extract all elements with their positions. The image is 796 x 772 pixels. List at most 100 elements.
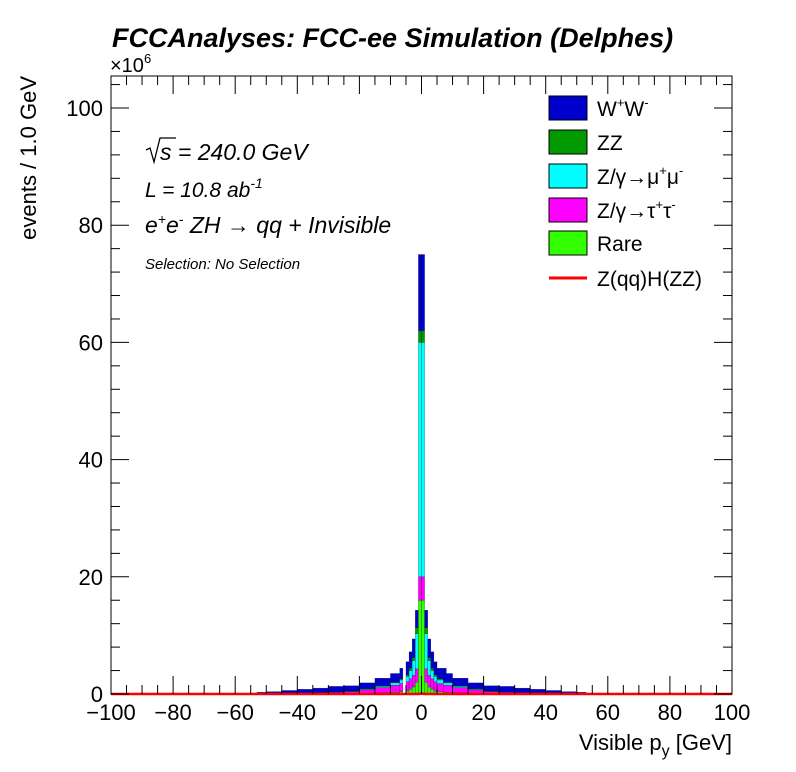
y-tick-label: 80 bbox=[79, 213, 103, 238]
bar-z-17 bbox=[424, 668, 428, 683]
legend-label-zz: ZZ bbox=[597, 132, 623, 155]
bar-ww-16 bbox=[421, 254, 425, 331]
y-multiplier: ×106 bbox=[110, 51, 151, 77]
bar-zz-14 bbox=[415, 627, 419, 634]
y-tick-label: 60 bbox=[79, 330, 103, 355]
luminosity-annotation: L = 10.8 ab-1 bbox=[145, 175, 263, 202]
bar-z-8 bbox=[374, 687, 391, 694]
bar-ww-17 bbox=[424, 610, 428, 628]
sqrt-s-value: 240.0 GeV bbox=[197, 139, 311, 165]
x-tick-label: 40 bbox=[533, 700, 557, 725]
bar-z-22 bbox=[443, 685, 453, 693]
legend-label-ww: W+W- bbox=[597, 95, 649, 121]
bar-ww-18 bbox=[427, 638, 432, 658]
legend-swatch-ww bbox=[548, 95, 588, 121]
x-tick-label: −60 bbox=[217, 700, 254, 725]
legend-swatch-zmumu bbox=[548, 163, 588, 189]
bar-z-16 bbox=[421, 342, 425, 577]
bar-zz-13 bbox=[411, 657, 416, 661]
bar-ww-12 bbox=[408, 651, 413, 669]
bar-z-14 bbox=[415, 668, 419, 683]
bar-ww-25 bbox=[483, 685, 500, 692]
bar-ww-15 bbox=[418, 254, 422, 331]
bar-zz-17 bbox=[424, 627, 428, 634]
x-tick-label: −80 bbox=[154, 700, 191, 725]
bar-z-9 bbox=[390, 685, 400, 693]
bar-ww-27 bbox=[514, 687, 531, 694]
bar-ww-10 bbox=[399, 668, 404, 679]
bar-ww-13 bbox=[411, 638, 416, 658]
sqrt-symbol bbox=[145, 137, 176, 165]
bar-zz-11 bbox=[405, 674, 410, 677]
bar-zz-18 bbox=[427, 657, 432, 661]
bar-zz-19 bbox=[430, 668, 435, 671]
chart-title: FCCAnalyses: FCC-ee Simulation (Delphes) bbox=[112, 23, 673, 53]
bar-z-12 bbox=[408, 670, 413, 679]
bar-ww-4 bbox=[312, 687, 329, 694]
legend-swatch-zz bbox=[548, 129, 588, 155]
bar-z-10 bbox=[399, 683, 404, 692]
svg-text:s = 240.0 GeV: s = 240.0 GeV bbox=[160, 139, 310, 165]
bar-ww-8 bbox=[374, 677, 391, 686]
bar-z-15 bbox=[418, 342, 422, 577]
bar-z-18 bbox=[427, 675, 432, 688]
bar-z-15 bbox=[418, 576, 422, 601]
y-tick-label: 40 bbox=[79, 448, 103, 473]
bar-z-20 bbox=[433, 676, 438, 682]
bar-ww-9 bbox=[390, 673, 400, 683]
bar-z-9 bbox=[390, 682, 400, 686]
bar-z-13 bbox=[411, 675, 416, 688]
sqrt-s-annotation: s = 240.0 GeV bbox=[145, 137, 310, 165]
bar-z-11 bbox=[405, 676, 410, 682]
bar-zz-20 bbox=[433, 674, 438, 677]
y-axis-title: events / 1.0 GeV bbox=[16, 76, 41, 240]
legend-label-rare: Rare bbox=[597, 233, 643, 256]
bar-z-10 bbox=[399, 679, 404, 684]
legend-label-zmumu: Z/γ→μ+μ- bbox=[597, 163, 683, 189]
y-tick-label: 20 bbox=[79, 565, 103, 590]
y-tick-label: 0 bbox=[91, 682, 103, 707]
bar-ww-11 bbox=[405, 661, 410, 675]
bar-z-23 bbox=[452, 687, 469, 694]
x-tick-label: 100 bbox=[714, 700, 751, 725]
selection-annotation: Selection: No Selection bbox=[145, 256, 300, 273]
bar-z-12 bbox=[408, 678, 413, 690]
bar-z-19 bbox=[430, 678, 435, 690]
bar-z-13 bbox=[411, 660, 416, 676]
bar-z-16 bbox=[421, 576, 425, 601]
process-annotation: e+e- ZH → qq + Invisible bbox=[145, 211, 391, 238]
x-tick-label: 0 bbox=[415, 700, 427, 725]
x-tick-label: 20 bbox=[471, 700, 495, 725]
bar-ww-14 bbox=[415, 610, 419, 628]
bar-ww-7 bbox=[359, 682, 376, 689]
bar-z-22 bbox=[443, 682, 453, 686]
bar-ww-24 bbox=[467, 682, 484, 689]
bar-ww-22 bbox=[443, 673, 453, 683]
bar-ww-6 bbox=[343, 685, 360, 692]
bar-zz-12 bbox=[408, 668, 413, 671]
legend-swatch-rare bbox=[548, 230, 588, 256]
bar-ww-5 bbox=[328, 686, 345, 693]
bar-zz-16 bbox=[421, 330, 425, 343]
x-tick-label: 80 bbox=[658, 700, 682, 725]
x-tick-label: 60 bbox=[596, 700, 620, 725]
y-tick-label: 100 bbox=[66, 96, 103, 121]
x-tick-label: −100 bbox=[86, 700, 136, 725]
bar-ww-26 bbox=[498, 686, 515, 693]
x-tick-label: −40 bbox=[279, 700, 316, 725]
legend-label-signal: Z(qq)H(ZZ) bbox=[597, 268, 702, 291]
bar-ww-19 bbox=[430, 651, 435, 669]
bar-z-14 bbox=[415, 633, 419, 670]
x-tick-label: −20 bbox=[341, 700, 378, 725]
bar-ww-23 bbox=[452, 677, 469, 686]
bar-ww-20 bbox=[433, 661, 438, 675]
bar-zz-15 bbox=[418, 330, 422, 343]
bar-rare-14 bbox=[415, 682, 419, 695]
bar-z-17 bbox=[424, 633, 428, 670]
legend-swatch-ztautau bbox=[548, 197, 588, 223]
x-axis-title: Visible py [GeV] bbox=[579, 730, 732, 760]
bar-z-18 bbox=[427, 660, 432, 676]
bar-z-19 bbox=[430, 670, 435, 679]
legend: W+W- ZZ Z/γ→μ+μ- Z/γ→τ+τ- Rare Z(qq)H(ZZ… bbox=[548, 95, 702, 291]
legend-label-ztautau: Z/γ→τ+τ- bbox=[597, 197, 676, 223]
